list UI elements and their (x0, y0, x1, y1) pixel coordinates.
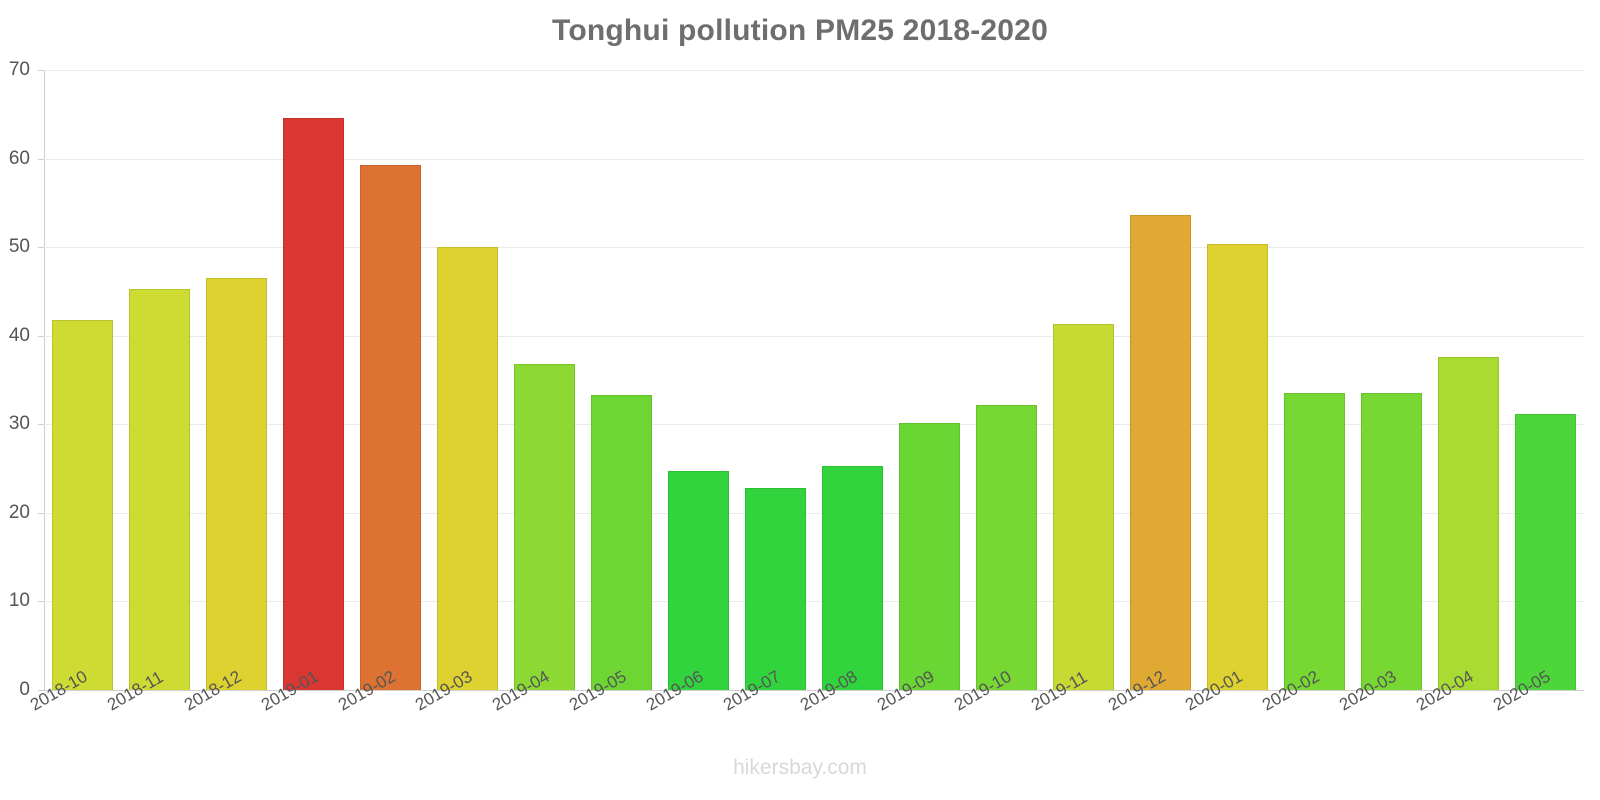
page-title: Tonghui pollution PM25 2018-2020 (552, 14, 1048, 47)
bar-2020-04[interactable] (1437, 356, 1500, 690)
bar-2018-12[interactable] (205, 278, 268, 690)
bar-2019-12[interactable] (1129, 215, 1192, 690)
y-tick-label: 60 (8, 147, 30, 169)
y-axis-line (44, 70, 45, 690)
y-tick-mark (38, 424, 44, 426)
y-tick-label: 10 (8, 590, 30, 612)
gridline (44, 601, 1584, 603)
bar-2019-01[interactable] (282, 117, 345, 690)
bar-2019-05[interactable] (590, 395, 653, 690)
gridline (44, 70, 1584, 71)
bar-2020-03[interactable] (1360, 393, 1423, 690)
plot-area: 0 10 20 30 40 50 60 70 (9, 59, 1584, 700)
bar-2018-11[interactable] (128, 288, 191, 690)
bar-2020-05[interactable] (1514, 413, 1577, 690)
bar-2019-04[interactable] (513, 364, 576, 690)
gridline (44, 690, 1584, 691)
y-tick-label: 30 (8, 413, 30, 435)
y-tick-label: 70 (8, 59, 30, 80)
y-tick-mark (38, 247, 44, 249)
source-watermark: hikersbay.com (733, 756, 867, 779)
gridline (44, 512, 1584, 514)
gridline (44, 335, 1584, 337)
y-tick-mark (38, 70, 44, 71)
bar-2020-01[interactable] (1206, 243, 1269, 690)
bar-2019-07[interactable] (744, 488, 807, 690)
bar-2019-06[interactable] (667, 471, 730, 690)
bar-2020-02[interactable] (1283, 393, 1346, 690)
bar-2019-10[interactable] (975, 404, 1038, 690)
y-tick-mark (38, 690, 44, 691)
y-tick-label: 50 (8, 236, 30, 258)
bar-2019-11[interactable] (1052, 324, 1115, 690)
gridline (44, 424, 1584, 426)
y-tick-mark (38, 512, 44, 514)
bar-2019-09[interactable] (898, 423, 961, 690)
y-tick-label: 20 (8, 501, 30, 523)
y-tick-mark (38, 158, 44, 160)
gridline (44, 158, 1584, 160)
y-tick-label: 0 (19, 679, 30, 700)
bar-2018-10[interactable] (51, 319, 114, 690)
y-tick-mark (38, 601, 44, 603)
bar-2019-08[interactable] (821, 465, 884, 690)
gridline (44, 247, 1584, 249)
bar-2019-03[interactable] (436, 247, 499, 690)
y-tick-mark (38, 335, 44, 337)
y-tick-label: 40 (8, 324, 30, 346)
bar-2019-02[interactable] (359, 164, 422, 690)
